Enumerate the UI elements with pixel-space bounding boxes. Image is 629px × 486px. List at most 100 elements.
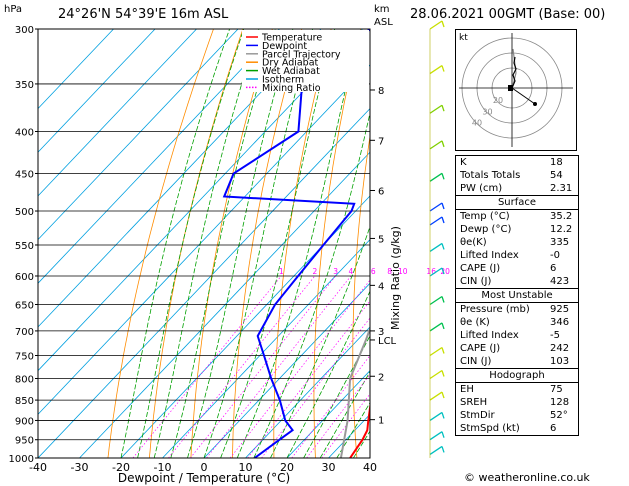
indices-panel: K 18 Totals Totals 54 PW (cm) 2.31 Surface … — [455, 155, 579, 436]
mixing-ratio-line — [306, 373, 370, 458]
mixing-ratio-line — [206, 275, 352, 458]
isotherm-line — [38, 29, 239, 241]
surface-row: Lifted Index -0 — [460, 250, 560, 261]
temperature-tick-label: -30 — [71, 461, 89, 474]
pressure-tick-label: 650 — [15, 301, 34, 312]
isotherm-line — [38, 29, 280, 284]
wet-adiabat-line — [153, 29, 260, 458]
legend-box — [242, 30, 369, 92]
dry-adiabat-line — [594, 29, 629, 458]
datetime-title: 28.06.2021 00GMT (Base: 00) — [410, 7, 606, 22]
mixing-ratio-line — [247, 300, 370, 458]
wind-barb-flag — [441, 431, 445, 438]
pressure-tick-label: 400 — [15, 128, 34, 139]
isotherm-line — [38, 29, 197, 197]
dry-adiabat-line — [149, 29, 244, 458]
isotherm-line — [203, 282, 370, 458]
most-unstable-row: CIN (J) 103 — [460, 356, 570, 367]
pressure-tick-label: 300 — [15, 25, 34, 36]
mixing-ratio-tick-label: 1 — [279, 267, 284, 276]
wet-adiabat-line — [120, 29, 230, 458]
dry-adiabat-line — [625, 29, 629, 458]
legend-entry-label: Wet Adiabat — [262, 66, 320, 77]
wind-barb-flag — [441, 216, 445, 224]
surface-row: θe(K) 335 — [460, 237, 570, 248]
storm-motion-vector — [511, 87, 536, 105]
isotherm-line — [38, 107, 370, 458]
legend-entry-label: Mixing Ratio — [262, 83, 321, 94]
wind-barb — [429, 369, 443, 380]
parcel-trajectory-series — [339, 325, 370, 458]
km-tick-label: 1 — [378, 416, 384, 427]
lcl-label: LCL — [378, 336, 397, 347]
most-unstable-row: CAPE (J) 242 — [460, 343, 570, 354]
mixing-ratio-tick-label: 2 — [312, 267, 317, 276]
wet-adiabat-line — [319, 370, 370, 458]
mixing-ratio-tick-label: 20 — [440, 267, 450, 276]
location-title: 24°26'N 54°39'E 16m ASL — [58, 7, 229, 22]
pressure-tick-label: 850 — [15, 396, 34, 407]
mixing-ratio-tick-label: 10 — [398, 267, 408, 276]
temperature-series — [349, 377, 370, 458]
wind-barb-flag — [441, 347, 445, 354]
wind-barb — [429, 172, 443, 182]
wind-barb-flag — [441, 267, 445, 275]
isotherm-line — [38, 29, 156, 153]
mixing-ratio-tick-label: 4 — [349, 267, 354, 276]
hodograph-trace-main — [511, 56, 517, 89]
legend-entry-label: Temperature — [261, 33, 322, 44]
km-tick-label: 5 — [378, 234, 384, 245]
legend-entry-label: Isotherm — [262, 75, 304, 86]
wind-barb — [429, 411, 443, 421]
wind-barb — [429, 295, 443, 306]
wind-barb-flag — [441, 391, 445, 399]
pressure-tick-label: 500 — [15, 207, 34, 218]
pressure-tick-label: 600 — [15, 272, 34, 283]
legend-entry-label: Parcel Trajectory — [262, 49, 341, 60]
km-tick-label: 6 — [378, 186, 384, 197]
temperature-tick-label: -10 — [154, 461, 172, 474]
mixing-ratio-tick-label: 16 — [426, 267, 436, 276]
wind-barb — [429, 20, 443, 30]
wet-adiabat-line — [303, 334, 370, 458]
hodograph-row: StmSpd (kt) 6 — [460, 423, 557, 434]
surface-row: CAPE (J) 6 — [460, 263, 557, 274]
wind-barb-flag — [441, 65, 445, 72]
mixing-ratio-tick-label: 6 — [371, 267, 376, 276]
pressure-tick-label: 950 — [15, 436, 34, 447]
index-row-pw: PW (cm) 2.31 — [460, 183, 573, 194]
temperature-tick-label: 40 — [363, 461, 377, 474]
isotherm-line — [286, 370, 370, 458]
wind-barb — [429, 104, 443, 114]
isotherm-line — [79, 151, 370, 458]
hodograph-ring-label: 30 — [482, 107, 492, 116]
pressure-tick-label: 1000 — [9, 454, 34, 465]
km-tick-label: 4 — [378, 281, 384, 292]
wind-barb-flag — [441, 412, 445, 419]
temperature-tick-label: -20 — [112, 461, 130, 474]
isotherm-line — [162, 238, 370, 458]
isotherm-line — [245, 326, 370, 458]
dry-adiabat-line — [107, 29, 214, 458]
copyright-footer: © weatheronline.co.uk — [464, 471, 590, 484]
wind-barb — [429, 322, 443, 332]
isotherm-line — [38, 64, 370, 415]
pressure-tick-label: 750 — [15, 351, 34, 362]
wind-barb — [429, 242, 443, 252]
mixing-ratio-tick-label: 8 — [387, 267, 392, 276]
wind-barb-flag — [441, 243, 445, 250]
most-unstable-row: Lifted Index -5 — [460, 330, 560, 341]
wind-barb — [429, 140, 443, 150]
wind-barb-flag — [441, 446, 445, 453]
wind-barb — [429, 267, 443, 277]
wind-barb — [429, 346, 443, 357]
temperature-tick-label: 0 — [201, 461, 208, 474]
hodograph-row: SREH 128 — [460, 397, 570, 408]
pressure-tick-label: 700 — [15, 327, 34, 338]
km-tick-label: 3 — [378, 327, 384, 338]
wind-barb-flag — [441, 322, 445, 330]
wind-barb-flag — [441, 202, 445, 210]
wind-barb — [429, 431, 443, 441]
km-tick-label: 7 — [378, 136, 384, 147]
